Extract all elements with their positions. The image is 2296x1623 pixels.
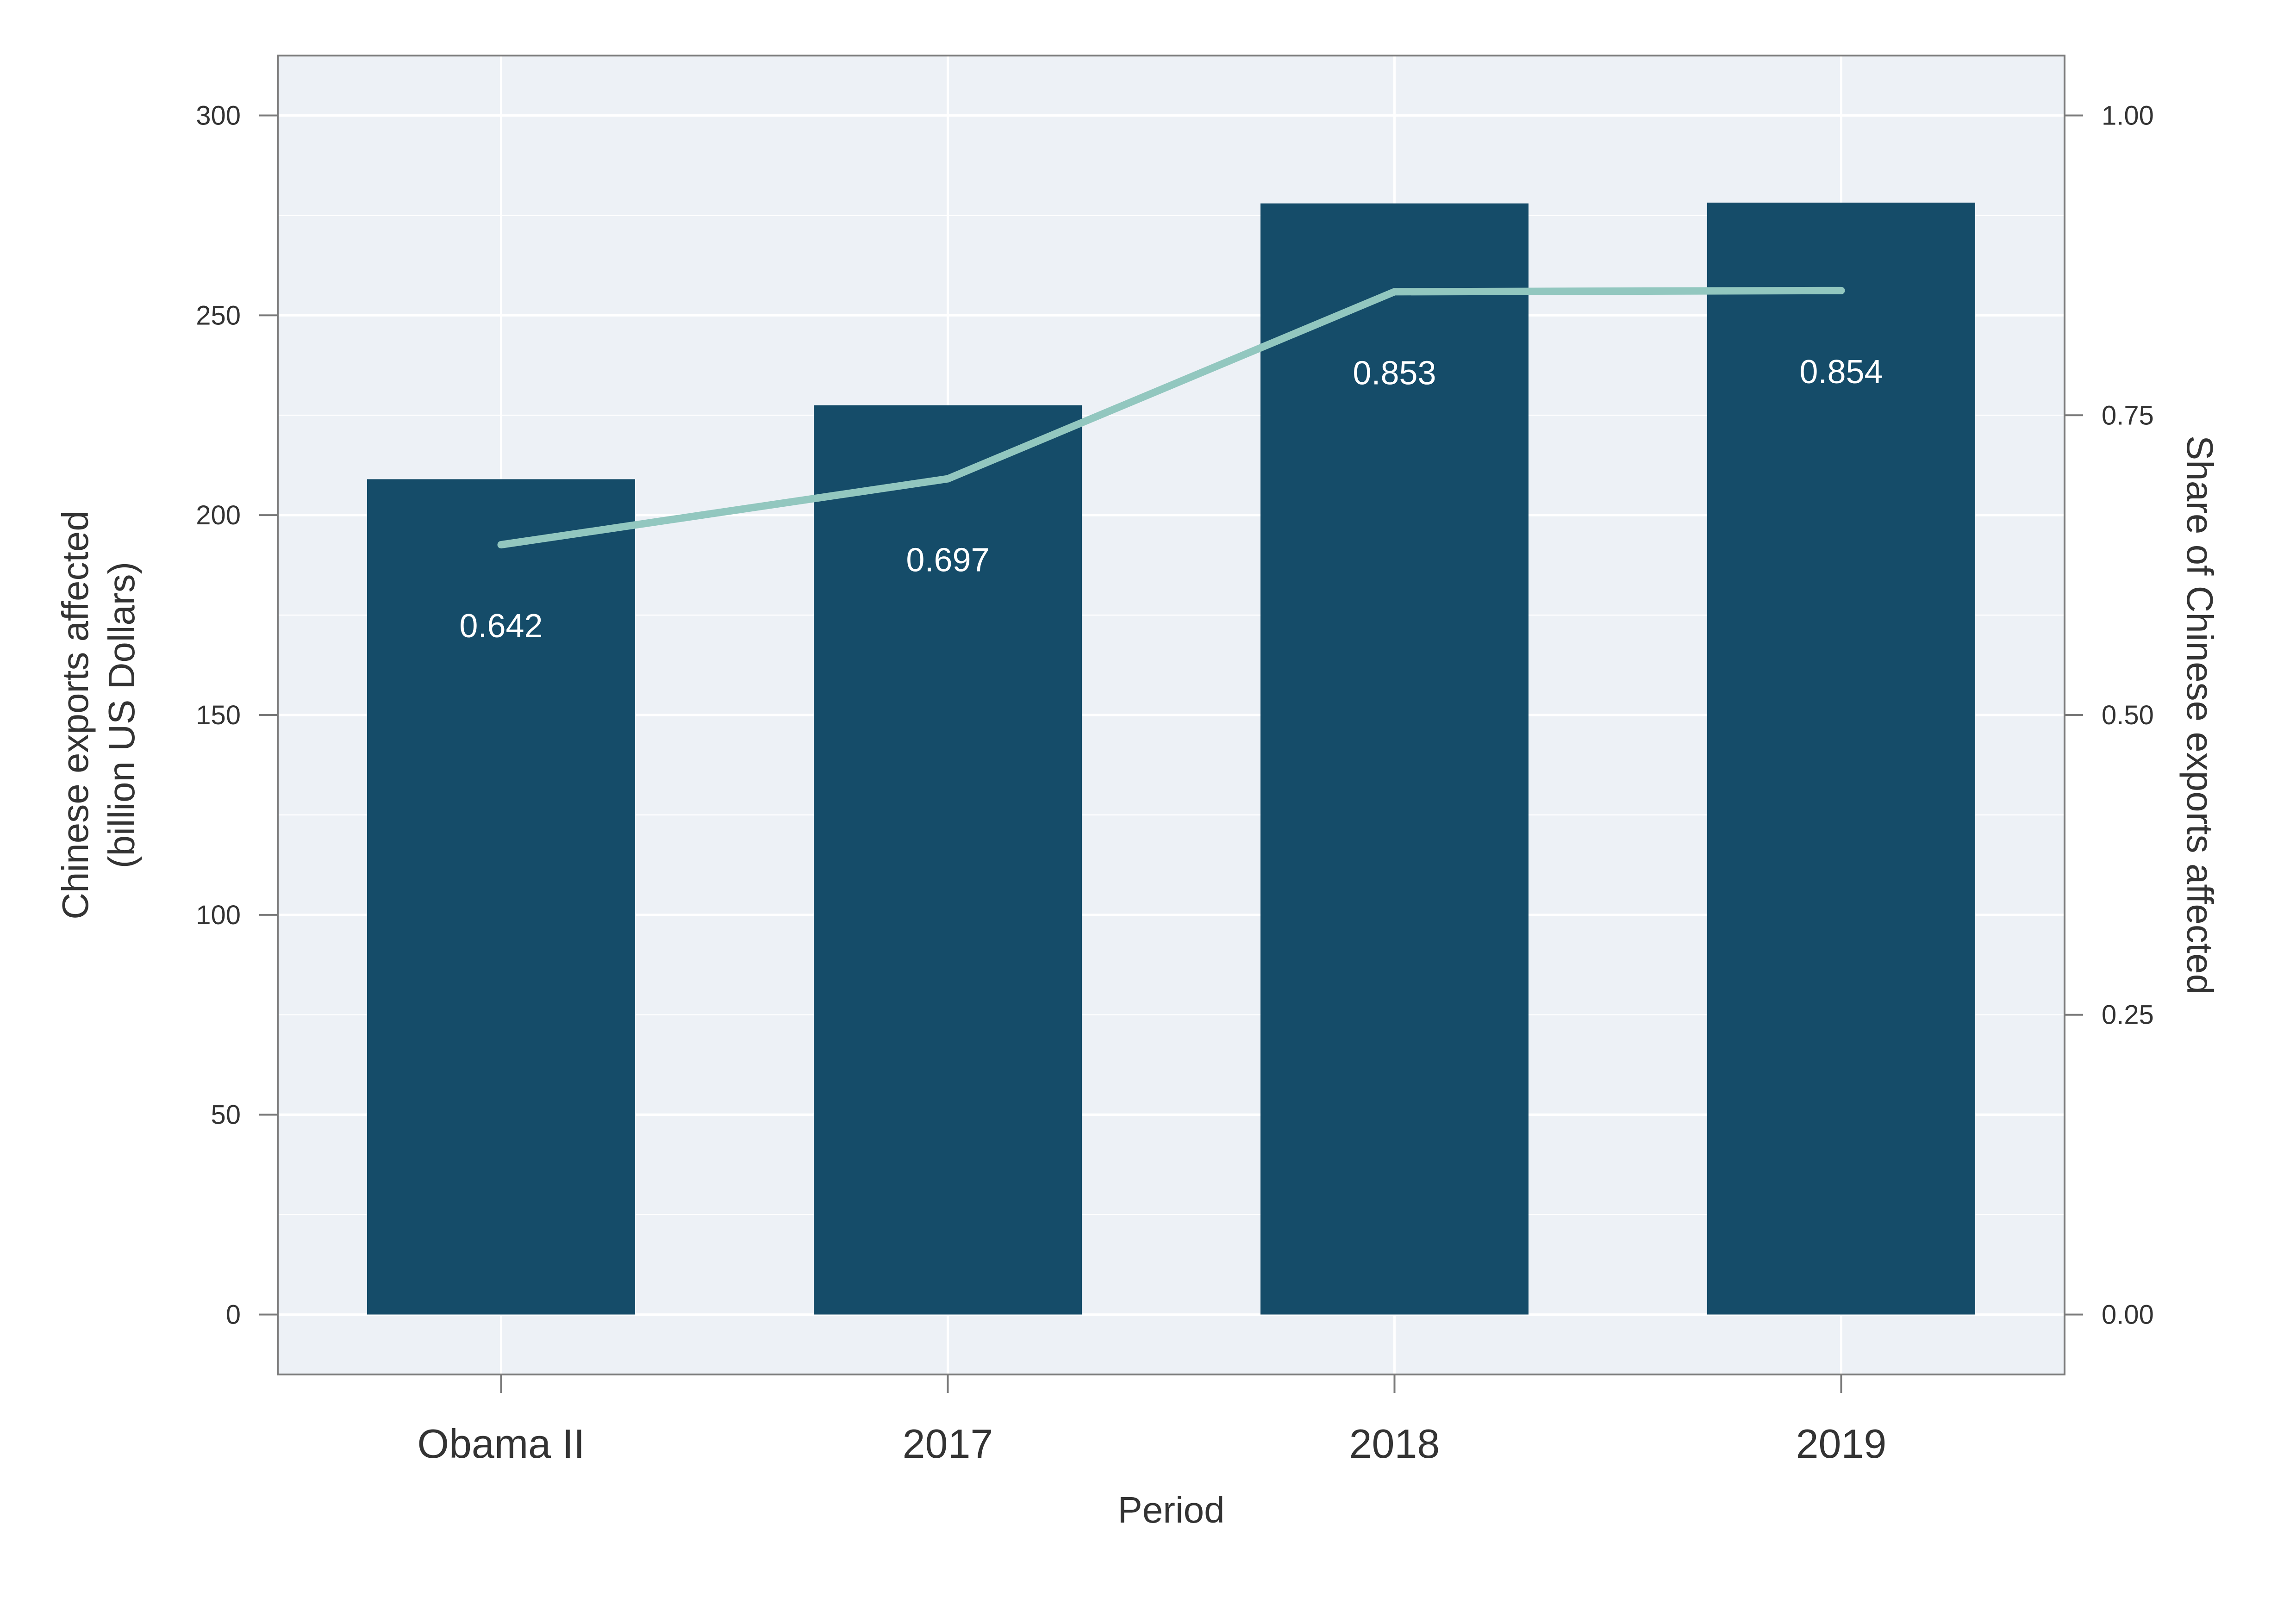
- x-tick-label-1: 2017: [903, 1421, 993, 1467]
- data-label-3: 0.854: [1799, 354, 1883, 391]
- x-tick-label-3: 2019: [1796, 1421, 1887, 1467]
- y-tick-label-5: 250: [196, 300, 241, 330]
- x-axis-title: Period: [1117, 1489, 1224, 1530]
- axes: 0 50 100 150 200 250 300 0.00 0.25 0.50 0.75 1.00 Ob…: [196, 101, 2154, 1467]
- y-tick-label-2: 100: [196, 900, 241, 930]
- bar-3: [1707, 202, 1975, 1315]
- bar-2: [1260, 203, 1529, 1315]
- y2-tick-label-4: 1.00: [2102, 101, 2154, 131]
- share-line: [497, 286, 1845, 549]
- y2-tick-label-0: 0.00: [2102, 1300, 2154, 1330]
- y2-tick-label-1: 0.25: [2102, 1000, 2154, 1030]
- bars: [367, 202, 1975, 1315]
- bar-1: [814, 405, 1082, 1315]
- y-tick-label-3: 150: [196, 700, 241, 730]
- y-axis-title-line-1: Chinese exports affected: [55, 510, 96, 920]
- y-tick-label-4: 200: [196, 500, 241, 530]
- data-label-1: 0.697: [906, 542, 989, 579]
- data-label-0: 0.642: [459, 608, 543, 645]
- y2-tick-label-2: 0.50: [2102, 700, 2154, 730]
- bar-0: [367, 479, 635, 1315]
- share-line-path: [497, 286, 1845, 549]
- y-axis-title-line-2: (billion US Dollars): [101, 562, 142, 868]
- y-tick-label-0: 0: [226, 1300, 241, 1330]
- y-tick-label-6: 300: [196, 101, 241, 131]
- y2-tick-label-3: 0.75: [2102, 400, 2154, 430]
- data-labels: 0.642 0.697 0.853 0.854: [459, 354, 1883, 645]
- data-label-2: 0.853: [1353, 354, 1436, 392]
- x-tick-label-2: 2018: [1349, 1421, 1440, 1467]
- y-tick-label-1: 50: [211, 1100, 241, 1130]
- y2-axis-title: Share of Chinese exports affected: [2179, 435, 2221, 995]
- x-tick-label-0: Obama II: [418, 1421, 585, 1467]
